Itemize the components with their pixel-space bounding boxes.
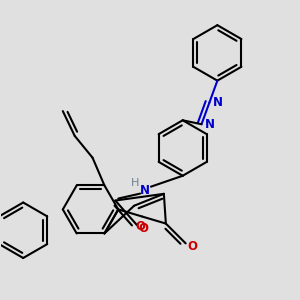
Text: N: N (212, 96, 222, 109)
Text: O: O (138, 222, 148, 235)
Text: N: N (205, 118, 214, 131)
Text: H: H (131, 178, 139, 188)
Text: N: N (140, 184, 150, 197)
Text: O: O (135, 220, 145, 233)
Text: O: O (188, 240, 198, 253)
